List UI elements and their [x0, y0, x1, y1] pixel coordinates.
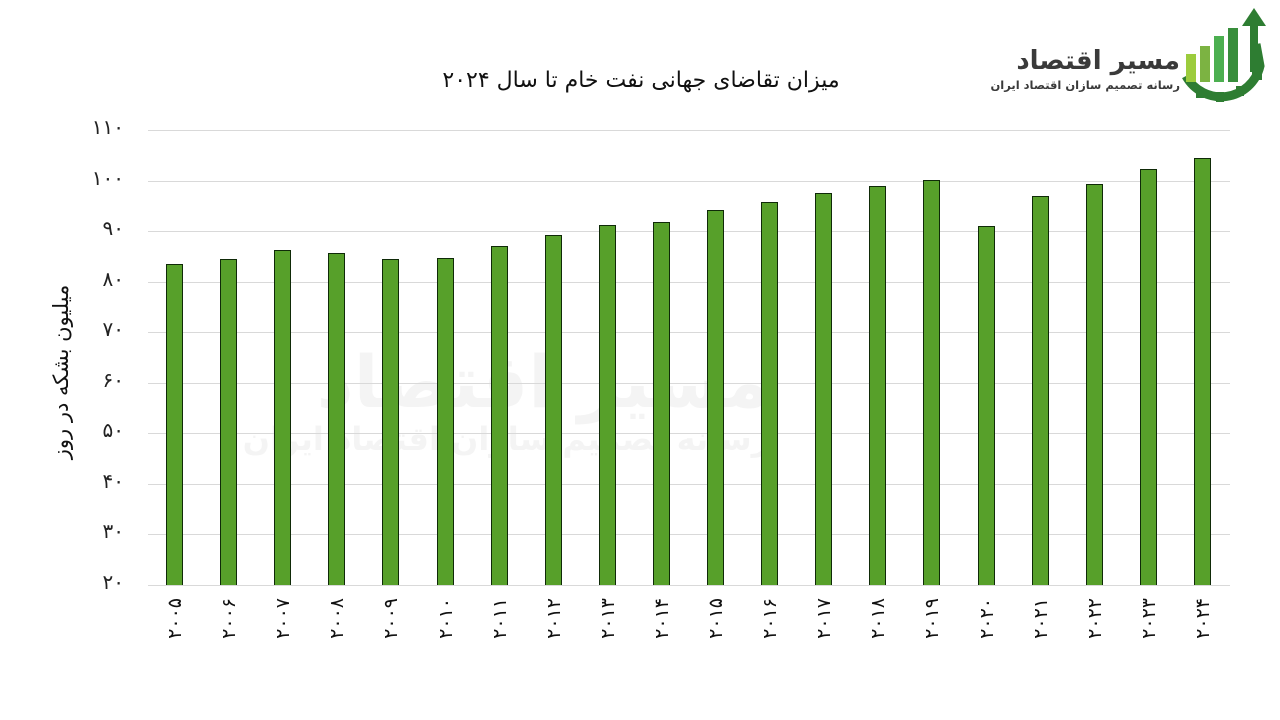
bar-2022	[1085, 183, 1103, 585]
bar-2014	[652, 221, 670, 585]
bar-2023	[1139, 169, 1157, 585]
x-tick-label: ۲۰۱۶	[759, 598, 782, 639]
bar-2021	[1031, 195, 1049, 585]
bar-2020	[977, 225, 995, 585]
bar-2010	[436, 257, 454, 585]
bar-2009	[382, 258, 400, 585]
bar-2018	[869, 185, 887, 585]
x-tick-label: ۲۰۲۴	[1192, 598, 1214, 639]
gridline	[148, 231, 1230, 232]
x-tick-label: ۲۰۱۹	[921, 598, 944, 639]
gridline	[148, 585, 1230, 586]
x-tick-label: ۲۰۲۲	[1083, 598, 1106, 639]
gridline	[148, 282, 1230, 283]
bar-2015	[707, 210, 725, 585]
bar-2011	[490, 246, 508, 585]
gridline	[148, 383, 1230, 384]
y-tick-label: ۳۰	[102, 519, 124, 544]
bar-2017	[815, 192, 833, 585]
x-tick-label: ۲۰۱۱	[488, 598, 511, 639]
chart-title-text: میزان تقاضای جهانی نفت خام تا سال ۲۰۲۴	[442, 68, 840, 93]
x-tick-label: ۲۰۲۱	[1029, 598, 1052, 639]
x-tick-label: ۲۰۰۷	[272, 598, 295, 639]
bar-2016	[761, 202, 779, 585]
x-tick-label: ۲۰۱۳	[596, 598, 619, 639]
y-tick-label: ۴۰	[102, 468, 124, 493]
gridline	[148, 130, 1230, 131]
y-tick-label: ۲۰	[102, 570, 124, 594]
logo-tagline: رسانه تصمیم سازان اقتصاد ایران	[990, 78, 1180, 92]
gridline	[148, 484, 1230, 485]
bar-2024	[1194, 158, 1211, 585]
gridline	[148, 332, 1230, 333]
gridline	[148, 534, 1230, 535]
y-tick-label: ۱۰۰	[91, 165, 124, 190]
x-tick-label: ۲۰۰۶	[218, 598, 241, 639]
x-tick-label: ۲۰۱۰	[434, 598, 457, 639]
bar-2012	[544, 235, 562, 585]
bar-2013	[598, 225, 616, 585]
chart-title: میزان تقاضای جهانی نفت خام تا سال ۲۰۲۴	[0, 68, 1280, 93]
x-tick-label: ۲۰۱۷	[813, 598, 836, 639]
x-tick-label: ۲۰۱۵	[705, 598, 728, 639]
x-tick-label: ۲۰۲۳	[1137, 598, 1160, 639]
brand-logo: مسیر اقتصاد رسانه تصمیم سازان اقتصاد ایر…	[990, 6, 1272, 106]
x-tick-label: ۲۰۱۴	[650, 598, 673, 639]
x-tick-label: ۲۰۰۸	[326, 598, 349, 639]
bar-2007	[274, 249, 292, 585]
gridline	[148, 433, 1230, 434]
y-tick-label: ۹۰	[102, 216, 124, 241]
growth-gear-icon	[1182, 8, 1266, 102]
y-tick-label: ۶۰	[102, 367, 124, 392]
x-tick-label: ۲۰۱۸	[867, 598, 890, 639]
y-axis-label: میلیون بشکه در روز	[49, 284, 73, 460]
bar-2005	[166, 263, 183, 585]
bar-2019	[923, 179, 941, 585]
x-tick-label: ۲۰۱۲	[542, 598, 565, 639]
bar-2008	[328, 252, 346, 585]
x-tick-label: ۲۰۰۹	[380, 598, 403, 639]
y-tick-label: ۷۰	[102, 317, 124, 342]
bar-2006	[220, 258, 238, 585]
gridline	[148, 181, 1230, 182]
y-tick-label: ۵۰	[102, 418, 124, 443]
y-tick-label: ۸۰	[102, 266, 124, 291]
x-tick-label: ۲۰۲۰	[975, 598, 998, 639]
logo-name: مسیر اقتصاد	[1016, 46, 1180, 76]
x-tick-label: ۲۰۰۵	[164, 598, 186, 639]
y-tick-label: ۱۱۰	[91, 115, 124, 139]
